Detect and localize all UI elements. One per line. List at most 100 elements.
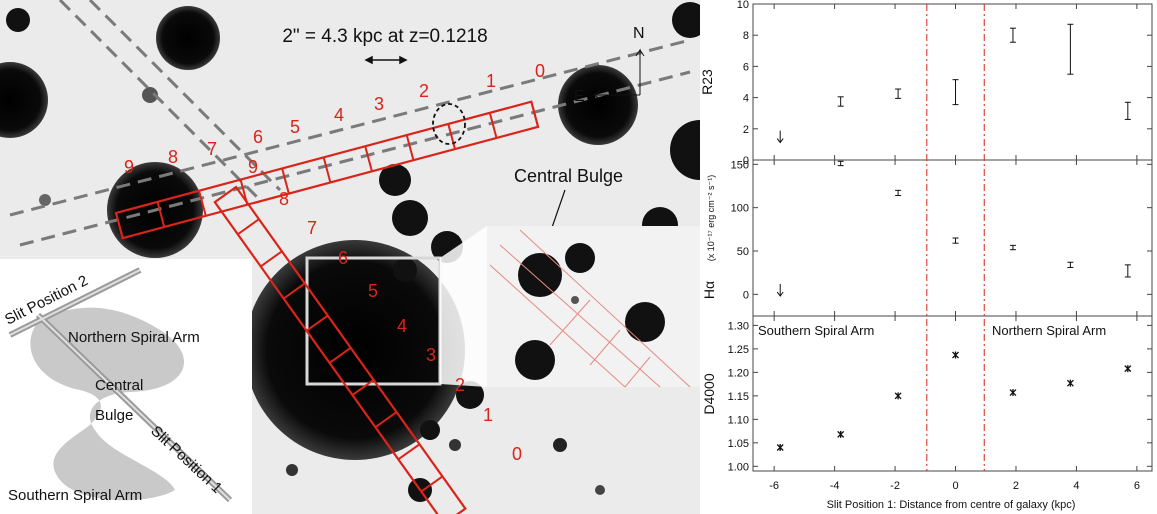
compass-east-label: E [574,88,585,105]
slit2-divider [364,145,373,172]
y-tick-label: 150 [731,159,749,171]
halpha-ylabel: Hα [701,281,717,299]
svg-text:7: 7 [307,218,317,238]
chart-panel: R23 Hα (x 10⁻¹⁷ erg cm⁻² s⁻¹) D4000 Sout… [700,0,1153,511]
northern-arm-annotation: Northern Spiral Arm [992,323,1106,338]
d4000-ylabel: D4000 [701,373,717,414]
svg-text:5: 5 [290,117,300,137]
schematic-inset [0,259,252,514]
x-tick-label: 4 [1073,480,1079,492]
y-tick-label: 6 [743,61,749,73]
data-point [837,430,845,438]
y-tick-label: 1.00 [728,461,749,473]
svg-text:2: 2 [455,375,465,395]
schematic-central-label: Central [95,377,143,394]
slit1-numbers: 0 1 2 3 4 5 6 7 8 9 [248,157,522,464]
slit1-divider [420,475,444,493]
svg-text:3: 3 [374,94,384,114]
slit2-divider [488,112,498,139]
svg-text:7: 7 [207,139,217,159]
upper-limit-arrowhead [776,138,784,144]
x-tick-label: 0 [952,480,958,492]
svg-text:4: 4 [334,105,344,125]
svg-text:5: 5 [368,281,378,301]
svg-text:8: 8 [279,189,289,209]
compass-north-label: N [633,25,645,42]
data-point [1124,365,1132,373]
data-point [1009,389,1017,397]
central-bulge-label: Central Bulge [514,166,623,186]
y-tick-label: 8 [743,30,749,42]
y-tick-label: 1.30 [728,320,749,332]
y-tick-label: 1.15 [728,391,749,403]
svg-text:3: 3 [426,345,436,365]
slit2-numbers: 0 1 2 3 4 5 6 7 8 9 [124,61,545,177]
data-point [776,444,784,452]
svg-text:6: 6 [338,248,348,268]
schematic-bulge-label: Bulge [95,407,133,424]
schematic-southern-arm-label: Southern Spiral Arm [8,487,142,504]
panel-r23-frame [752,3,1153,161]
x-tick-label: -6 [769,480,779,492]
slit1-divider [306,314,329,332]
slit-position-2-boxes [114,100,540,240]
zoom-connector [440,226,487,387]
scale-arrow [364,55,408,65]
scale-label: 2" = 4.3 kpc at z=0.1218 [282,26,487,47]
halpha-ylabel-units: (x 10⁻¹⁷ erg cm⁻² s⁻¹) [706,175,716,262]
slit1-divider [351,379,375,396]
slit2-divider [156,201,166,228]
y-tick-label: 4 [743,93,749,105]
svg-text:9: 9 [248,157,258,177]
slit1-divider [397,443,421,461]
y-tick-label: 2 [743,124,749,136]
svg-text:2: 2 [419,81,429,101]
slit-position-1-boxes [213,185,467,514]
data-point [894,392,902,400]
slit2-divider [405,134,415,161]
y-tick-label: 0 [743,289,749,301]
r23-ylabel: R23 [700,69,715,95]
y-tick-label: 1.25 [728,344,749,356]
slit2-divider [198,190,207,217]
zoom-inset [487,226,700,388]
svg-text:1: 1 [483,405,493,425]
compass [592,48,645,100]
x-tick-label: -4 [830,480,840,492]
x-tick-label: -2 [890,480,900,492]
chart-marks: 02468100501001501.001.051.101.151.201.25… [728,0,1152,492]
schematic-galaxy-shape [30,307,184,501]
upper-limit-arrowhead [776,291,784,297]
slit2-divider [447,123,456,150]
y-tick-label: 100 [731,203,749,215]
slit1-divider [328,346,352,364]
svg-text:0: 0 [535,61,545,81]
slit1-divider [374,411,398,429]
y-tick-label: 1.20 [728,367,749,379]
x-tick-label: 6 [1134,480,1140,492]
y-tick-label: 10 [737,0,749,11]
data-point [1066,379,1074,387]
svg-text:8: 8 [168,147,178,167]
x-tick-label: 2 [1013,480,1019,492]
panel-d4000-frame [752,315,1153,472]
slit2-divider [281,168,290,194]
svg-text:6: 6 [253,127,263,147]
y-tick-label: 1.05 [728,438,749,450]
svg-text:4: 4 [397,316,407,336]
slit1-divider [283,282,306,300]
schematic-northern-arm-label: Northern Spiral Arm [68,329,200,346]
bulge-marker-circle [432,103,466,145]
panel-halpha-frame [752,159,1153,317]
data-point [952,351,959,359]
slit2-dashed-lines [9,0,691,247]
y-tick-label: 50 [737,246,749,258]
southern-arm-annotation: Southern Spiral Arm [758,323,874,338]
slit2-divider [322,157,332,183]
y-tick-label: 1.10 [728,414,749,426]
galaxy-image-panel: 2" = 4.3 kpc at z=0.1218 N E Central Bul… [0,0,700,514]
svg-text:0: 0 [512,444,522,464]
svg-text:1: 1 [486,71,496,91]
svg-text:9: 9 [124,157,134,177]
slit1-divider [260,250,283,268]
